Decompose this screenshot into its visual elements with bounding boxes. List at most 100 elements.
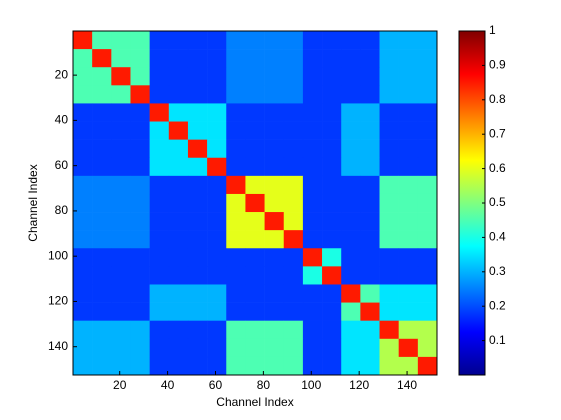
heatmap-cell: [379, 121, 399, 140]
heatmap-cell: [302, 67, 323, 86]
heatmap-cell: [302, 356, 323, 376]
heatmap-cell: [207, 284, 227, 303]
heatmap-cell: [187, 157, 208, 177]
heatmap-cell: [322, 121, 342, 140]
heatmap-cell: [207, 338, 227, 358]
heatmap-cell: [302, 212, 323, 231]
heatmap-cell: [264, 356, 285, 376]
heatmap-cell: [130, 139, 150, 159]
heatmap-cell: [73, 230, 93, 249]
heatmap-cell: [111, 175, 131, 195]
heatmap-cell: [417, 284, 438, 303]
heatmap-cell: [398, 248, 419, 267]
heatmap-cell: [245, 302, 265, 321]
heatmap-cell: [417, 230, 438, 249]
heatmap-cell: [360, 284, 380, 303]
heatmap-cell: [417, 212, 438, 231]
heatmap-cell: [187, 31, 208, 50]
heatmap-cell: [322, 67, 342, 86]
heatmap-cell: [264, 31, 285, 50]
heatmap-cell: [264, 284, 285, 303]
heatmap-cell: [245, 356, 265, 376]
heatmap-cell: [245, 230, 265, 249]
heatmap-cell: [73, 49, 93, 68]
heatmap-cell: [417, 175, 438, 195]
heatmap-cell: [283, 121, 304, 140]
heatmap-cell: [207, 49, 227, 68]
heatmap-cell: [149, 31, 170, 50]
heatmap-cell: [398, 121, 419, 140]
heatmap-cell: [130, 302, 150, 321]
heatmap-cell: [360, 103, 380, 122]
heatmap-cell: [264, 302, 285, 321]
heatmap-cell: [168, 175, 189, 195]
heatmap-cell: [130, 320, 150, 340]
heatmap-cell: [302, 266, 323, 285]
heatmap-cell: [379, 338, 399, 358]
heatmap-cell: [187, 49, 208, 68]
heatmap-cell: [302, 193, 323, 213]
colorbar-tick-label: 0.1: [489, 333, 506, 347]
heatmap-cell: [283, 157, 304, 177]
heatmap-cell: [187, 338, 208, 358]
heatmap-cell: [149, 338, 170, 358]
heatmap-cell: [245, 49, 265, 68]
heatmap-cell: [130, 193, 150, 213]
heatmap-cell: [130, 266, 150, 285]
heatmap-cell: [322, 85, 342, 104]
heatmap-cell: [111, 338, 131, 358]
heatmap-cell: [168, 356, 189, 376]
heatmap-cell: [92, 248, 112, 267]
heatmap-cell: [379, 193, 399, 213]
heatmap-cell: [302, 320, 323, 340]
heatmap-cell: [92, 302, 112, 321]
heatmap-cell: [264, 85, 285, 104]
heatmap-cell: [111, 248, 131, 267]
colorbar-tick-label: 0.2: [489, 298, 506, 312]
heatmap-cell: [341, 49, 361, 68]
heatmap-cell: [398, 230, 419, 249]
heatmap-cell: [398, 338, 419, 358]
heatmap-cell: [187, 248, 208, 267]
heatmap-cell: [322, 175, 342, 195]
heatmap-cell: [111, 320, 131, 340]
heatmap-cell: [341, 85, 361, 104]
heatmap-cell: [245, 103, 265, 122]
heatmap-cell: [149, 320, 170, 340]
heatmap-cell: [149, 284, 170, 303]
heatmap-cell: [245, 175, 265, 195]
heatmap-cell: [302, 248, 323, 267]
heatmap-cell: [302, 85, 323, 104]
heatmap-cell: [245, 85, 265, 104]
heatmap-cell: [168, 193, 189, 213]
heatmap-cell: [92, 230, 112, 249]
heatmap-cell: [245, 284, 265, 303]
heatmap-cell: [73, 248, 93, 267]
heatmap-cell: [168, 284, 189, 303]
heatmap-cell: [360, 85, 380, 104]
heatmap-cell: [187, 356, 208, 376]
heatmap-cell: [302, 175, 323, 195]
heatmap-cell: [379, 175, 399, 195]
heatmap-cell: [379, 157, 399, 177]
heatmap-cell: [130, 248, 150, 267]
heatmap-cell: [245, 338, 265, 358]
x-tick-label: 100: [301, 378, 321, 392]
heatmap-cell: [302, 157, 323, 177]
heatmap-cell: [149, 49, 170, 68]
heatmap-cell: [130, 103, 150, 122]
heatmap-cell: [283, 212, 304, 231]
heatmap-cell: [111, 157, 131, 177]
heatmap-cell: [73, 85, 93, 104]
heatmap-cell: [92, 67, 112, 86]
heatmap-cell: [207, 103, 227, 122]
heatmap-cell: [92, 121, 112, 140]
x-tick-label: 40: [161, 378, 175, 392]
heatmap-cell: [341, 338, 361, 358]
heatmap-cell: [226, 49, 246, 68]
heatmap-cell: [283, 139, 304, 159]
heatmap-cell: [73, 356, 93, 376]
heatmap-cell: [207, 139, 227, 159]
heatmap-cell: [360, 67, 380, 86]
heatmap-cell: [379, 266, 399, 285]
